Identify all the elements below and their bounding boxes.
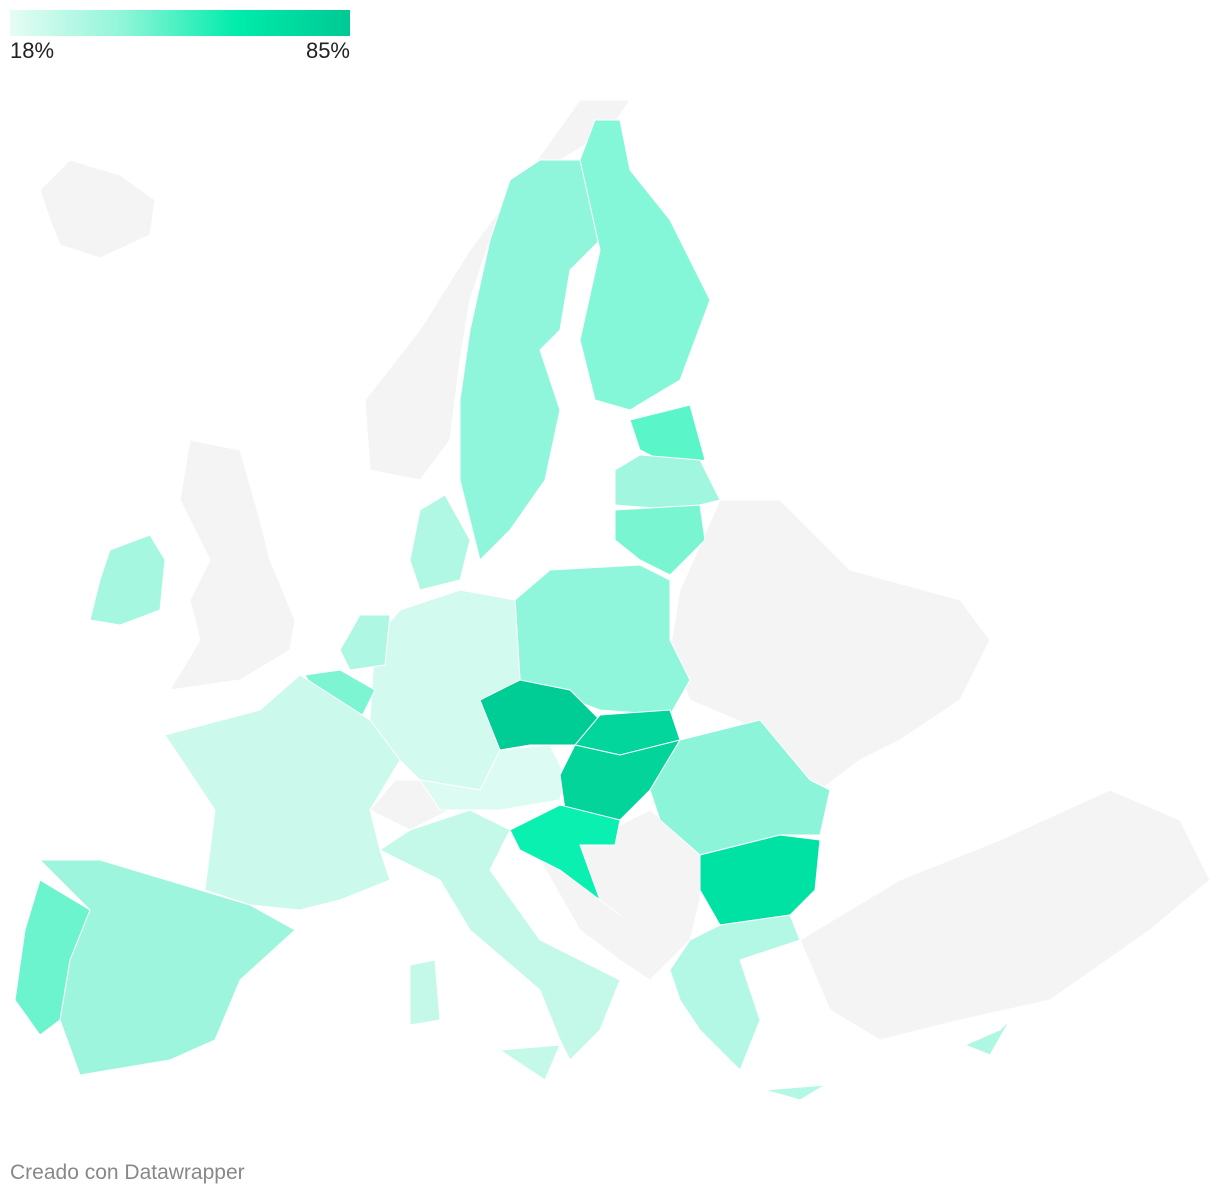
norway xyxy=(364,99,631,481)
legend-gradient xyxy=(10,10,350,36)
crete xyxy=(764,1084,826,1101)
legend-max-label: 85% xyxy=(305,38,350,63)
map xyxy=(14,99,1211,1101)
sicily xyxy=(498,1044,561,1081)
sweden xyxy=(459,159,601,561)
footer: Creado con Datawrapper xyxy=(10,1161,245,1184)
legend-min-label: 18% xyxy=(10,38,55,63)
cyprus xyxy=(963,1019,1011,1056)
uk xyxy=(169,439,296,691)
romania xyxy=(649,719,831,856)
legend xyxy=(10,10,350,36)
iceland xyxy=(39,159,156,259)
hungary xyxy=(559,739,682,821)
france xyxy=(164,674,401,911)
denmark xyxy=(409,494,471,591)
ireland xyxy=(89,534,166,626)
lithuania xyxy=(614,504,706,576)
latvia xyxy=(614,454,721,511)
netherlands xyxy=(339,614,391,671)
sardinia xyxy=(409,959,441,1026)
finland xyxy=(579,119,711,411)
italy xyxy=(379,809,621,1061)
east xyxy=(669,499,991,791)
croatia xyxy=(509,804,621,916)
greece xyxy=(669,914,801,1071)
turkey xyxy=(799,789,1211,1041)
bulgaria xyxy=(699,834,821,926)
portugal xyxy=(14,879,91,1036)
